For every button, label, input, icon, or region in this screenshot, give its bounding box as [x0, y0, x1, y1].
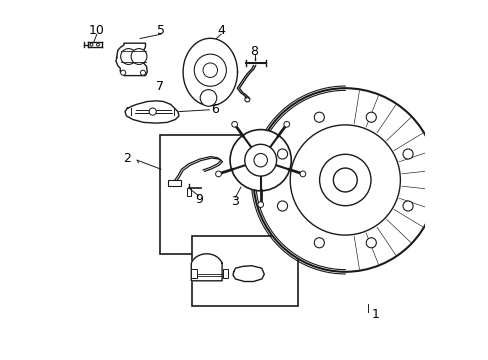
Text: 3: 3	[231, 195, 239, 208]
Circle shape	[244, 144, 276, 176]
Circle shape	[314, 238, 324, 248]
Polygon shape	[232, 266, 264, 282]
Bar	[192, 236, 298, 306]
Bar	[186, 188, 191, 196]
Circle shape	[131, 49, 146, 64]
Circle shape	[121, 49, 136, 64]
Circle shape	[319, 154, 370, 206]
Text: 7: 7	[156, 80, 163, 93]
Circle shape	[230, 130, 291, 191]
Circle shape	[90, 43, 93, 46]
Circle shape	[253, 153, 267, 167]
Circle shape	[231, 121, 237, 127]
Circle shape	[149, 108, 156, 115]
Circle shape	[200, 90, 216, 106]
Circle shape	[277, 149, 287, 159]
Circle shape	[284, 121, 289, 127]
Text: 2: 2	[123, 152, 131, 165]
Circle shape	[257, 202, 263, 207]
Circle shape	[253, 88, 436, 272]
Circle shape	[333, 168, 357, 192]
Polygon shape	[191, 254, 222, 281]
Circle shape	[402, 149, 412, 159]
Circle shape	[96, 43, 99, 46]
Circle shape	[314, 112, 324, 122]
Bar	[222, 269, 228, 278]
Text: 4: 4	[217, 24, 224, 37]
Text: 5: 5	[157, 24, 164, 37]
Text: 6: 6	[211, 103, 219, 116]
Bar	[191, 269, 197, 278]
Bar	[167, 180, 181, 186]
Circle shape	[140, 70, 145, 75]
Circle shape	[300, 171, 305, 177]
Text: 1: 1	[371, 309, 379, 321]
Circle shape	[215, 171, 221, 177]
Circle shape	[121, 70, 125, 75]
Text: 10: 10	[89, 24, 104, 37]
Text: 8: 8	[250, 45, 258, 58]
Circle shape	[366, 238, 376, 248]
Bar	[160, 135, 325, 254]
Circle shape	[402, 201, 412, 211]
Text: 9: 9	[194, 193, 203, 206]
Circle shape	[366, 112, 376, 122]
Circle shape	[277, 201, 287, 211]
